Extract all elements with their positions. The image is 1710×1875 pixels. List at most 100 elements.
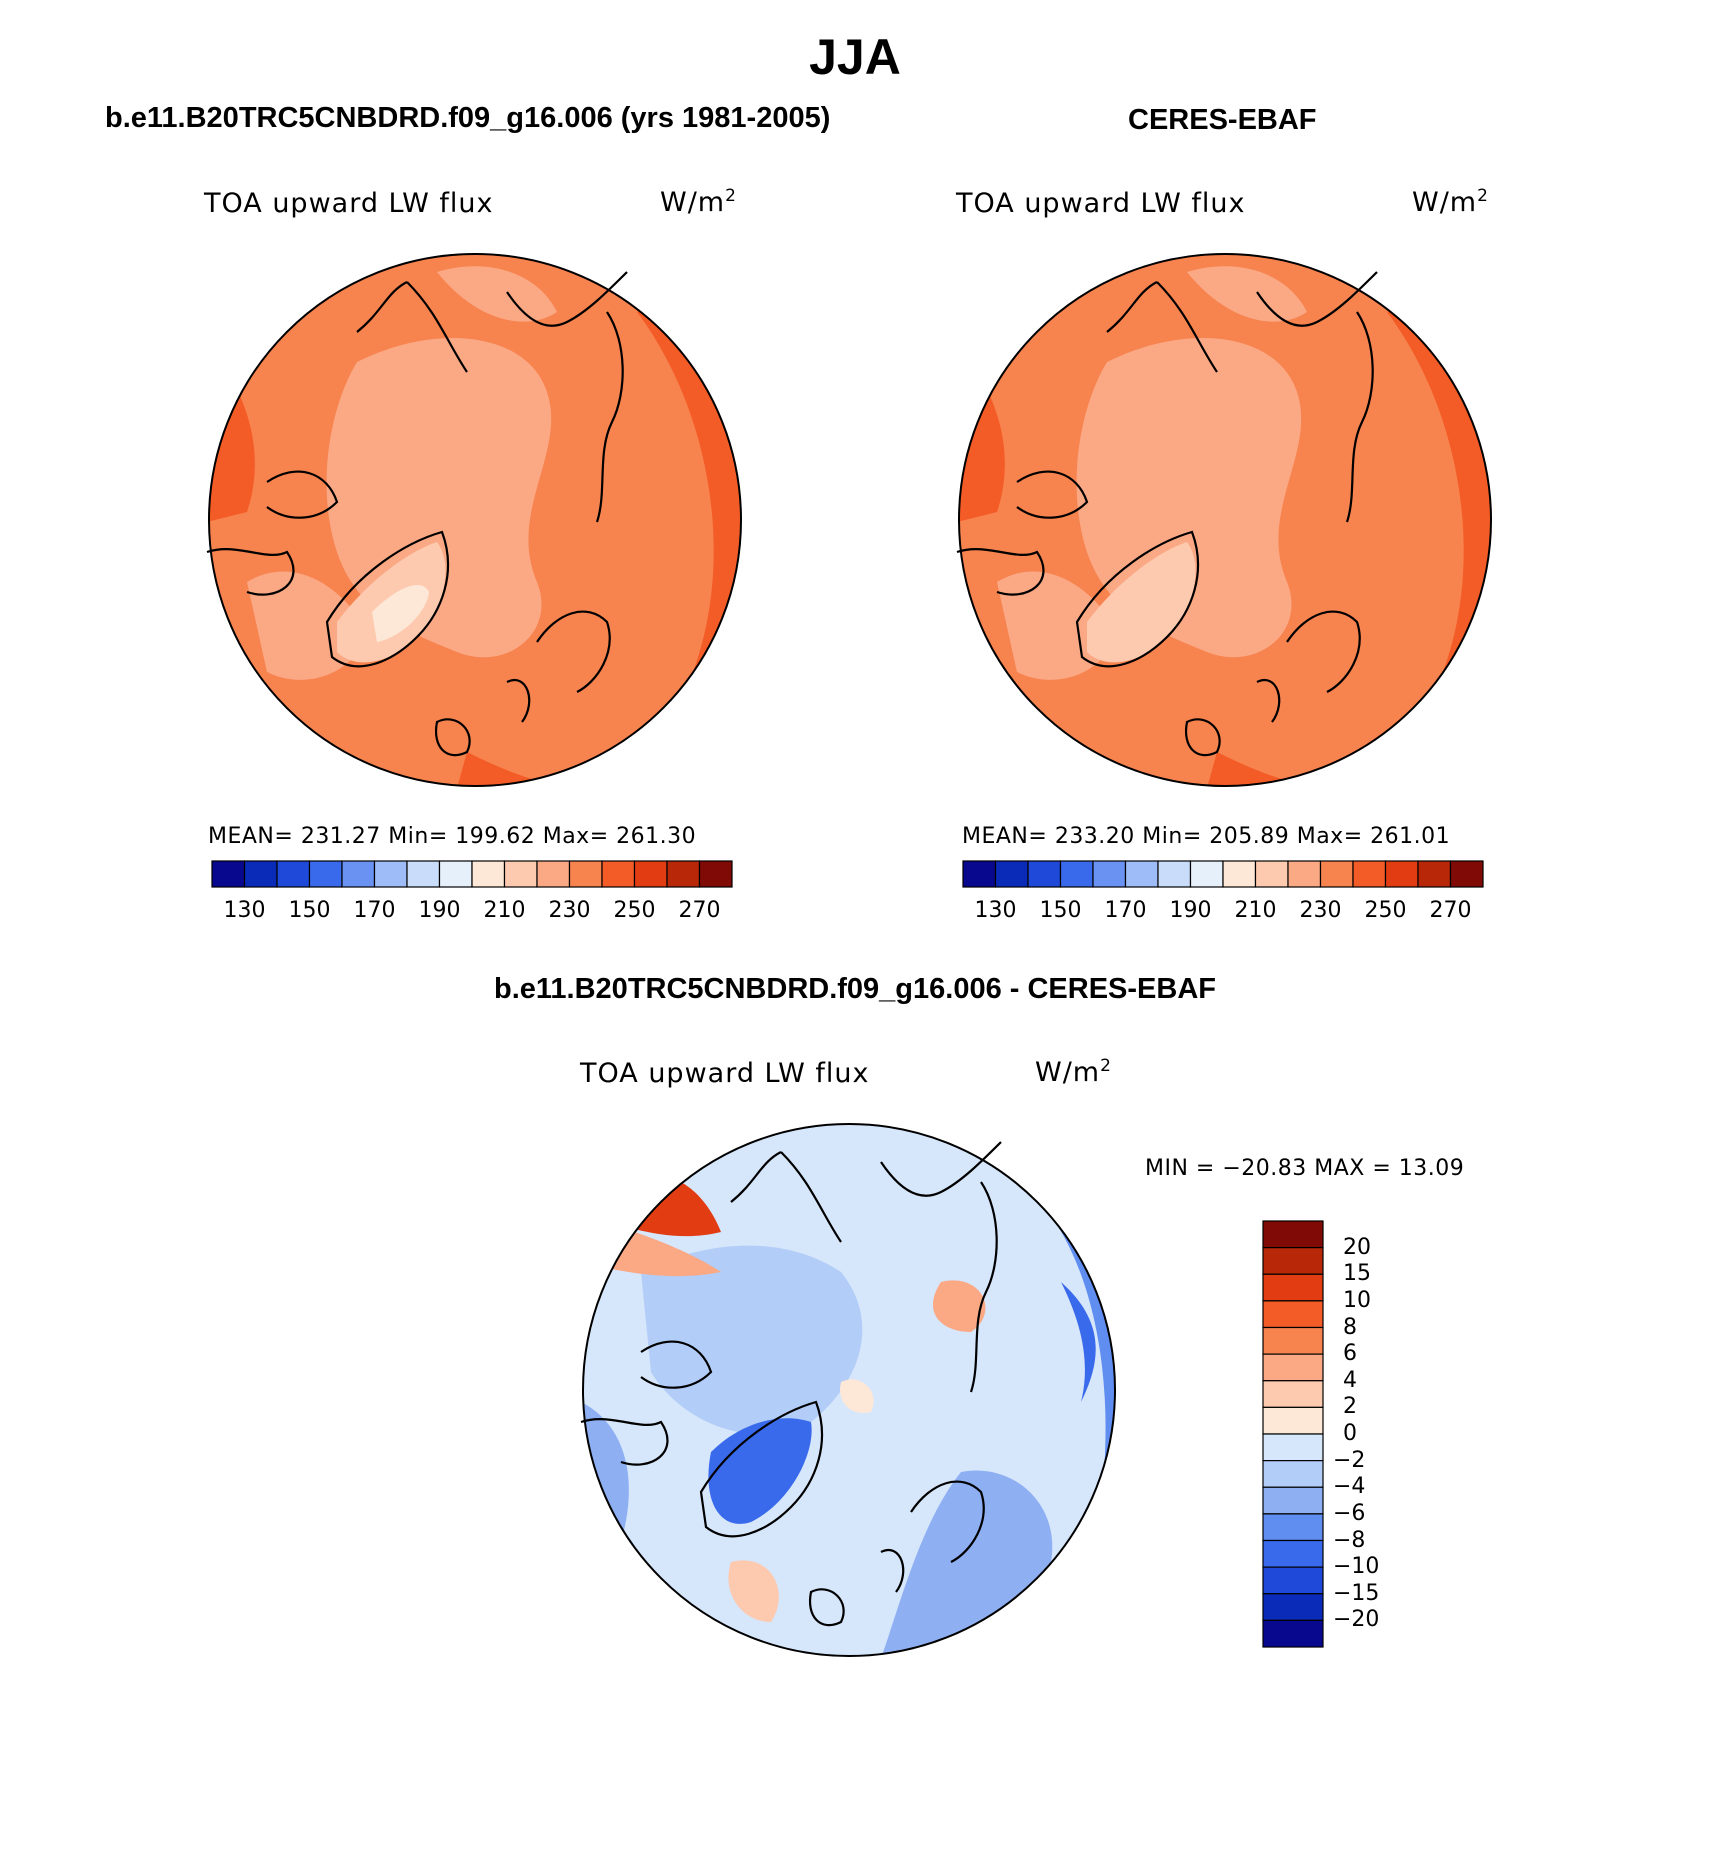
colorbar-swatch: [633, 860, 668, 888]
colorbar-tick-label: 230: [1299, 898, 1342, 923]
colorbar-tick-label: 190: [418, 898, 461, 923]
colorbar-tick-label: 170: [1104, 898, 1147, 923]
colorbar-tick-label: 150: [1039, 898, 1082, 923]
colorbar-swatch: [308, 860, 343, 888]
colorbar-swatch: [1262, 1353, 1324, 1382]
map-border: [958, 253, 1492, 787]
colorbar-swatch: [1319, 860, 1354, 888]
colorbar-tick-label: 250: [1364, 898, 1407, 923]
colorbar-tick-label: 270: [1429, 898, 1472, 923]
colorbar-swatch: [243, 860, 278, 888]
colorbar-swatch: [536, 860, 571, 888]
colorbar-swatch: [1262, 1513, 1324, 1542]
panel3-variable-label: TOA upward LW flux: [580, 1058, 870, 1089]
colorbar-swatch: [1189, 860, 1224, 888]
panel2-units-exponent: 2: [1477, 186, 1489, 206]
colorbar-swatch: [471, 860, 506, 888]
colorbar-swatch: [601, 860, 636, 888]
colorbar-tick-label: 4: [1343, 1367, 1357, 1393]
map-border: [582, 1123, 1116, 1657]
colorbar-tick-label: 6: [1343, 1341, 1357, 1367]
colorbar-tick-label: 170: [353, 898, 396, 923]
colorbar-tick-label: 210: [1234, 898, 1277, 923]
map-border: [208, 253, 742, 787]
colorbar-swatch: [341, 860, 376, 888]
colorbar-tick-label: 130: [974, 898, 1017, 923]
colorbar-swatch: [1449, 860, 1484, 888]
panel3-stats: MIN = −20.83 MAX = 13.09: [1145, 1156, 1465, 1181]
colorbar-swatch: [962, 860, 997, 888]
colorbar-swatch: [406, 860, 441, 888]
colorbar-tick-label: 10: [1343, 1287, 1371, 1313]
colorbar-swatch: [1262, 1433, 1324, 1462]
colorbar-swatch: [503, 860, 538, 888]
colorbar-tick-label: −10: [1333, 1554, 1380, 1580]
colorbar-swatch: [1262, 1460, 1324, 1488]
field-layer: [209, 254, 741, 786]
colorbar-tick-label: 15: [1343, 1261, 1371, 1287]
panel2-colorbar: [962, 860, 1484, 888]
colorbar-swatch: [1352, 860, 1387, 888]
panel3-title: b.e11.B20TRC5CNBDRD.f09_g16.006 - CERES-…: [494, 973, 1216, 1005]
colorbar-swatch: [1262, 1326, 1324, 1355]
panel3-colorbar-ticks: 20 15 10 8 6 4 2 0 −2 −4 −6 −8 −10 −15 −20: [1333, 1221, 1433, 1649]
colorbar-swatch: [1262, 1593, 1324, 1621]
colorbar-swatch: [1092, 860, 1127, 888]
colorbar-swatch: [1262, 1300, 1324, 1329]
panel1-units-base: W/m: [660, 187, 726, 218]
colorbar-swatch: [373, 860, 408, 888]
colorbar-swatch: [1262, 1380, 1324, 1408]
panel3-units-label: W/m2: [1035, 1056, 1112, 1088]
colorbar-tick-label: 20: [1343, 1234, 1371, 1260]
panel3-colorbar: [1262, 1220, 1324, 1648]
colorbar-tick-label: 2: [1343, 1394, 1357, 1420]
colorbar-swatch: [1157, 860, 1192, 888]
colorbar-swatch: [1262, 1273, 1324, 1302]
colorbar-swatch: [1262, 1486, 1324, 1515]
colorbar-swatch: [568, 860, 603, 888]
panel2-stats: MEAN= 233.20 Min= 205.89 Max= 261.01: [962, 824, 1451, 849]
colorbar-tick-label: −8: [1333, 1527, 1366, 1553]
panel3-units-base: W/m: [1035, 1057, 1101, 1088]
panel2-variable-label: TOA upward LW flux: [956, 188, 1246, 219]
colorbar-swatch: [438, 860, 473, 888]
panel2-units-base: W/m: [1412, 187, 1478, 218]
colorbar-swatch: [276, 860, 311, 888]
colorbar-tick-label: 250: [613, 898, 656, 923]
colorbar-swatch: [1262, 1539, 1324, 1568]
colorbar-swatch: [211, 860, 246, 888]
panel1-stats: MEAN= 231.27 Min= 199.62 Max= 261.30: [208, 824, 697, 849]
panel3-polar-map: [580, 1123, 1116, 1657]
colorbar-swatch: [666, 860, 701, 888]
panel1-title: b.e11.B20TRC5CNBDRD.f09_g16.006 (yrs 198…: [105, 102, 831, 134]
figure-title: JJA: [809, 29, 901, 85]
panel2-colorbar-ticks: 130 150 170 190 210 230 250 270: [963, 898, 1483, 928]
colorbar-tick-label: −4: [1333, 1474, 1366, 1500]
colorbar-swatch: [1254, 860, 1289, 888]
colorbar-tick-label: 190: [1169, 898, 1212, 923]
field-layer: [959, 254, 1491, 786]
panel1-units-exponent: 2: [725, 186, 737, 206]
colorbar-swatch: [1262, 1247, 1324, 1275]
colorbar-swatch: [1027, 860, 1062, 888]
panel1-variable-label: TOA upward LW flux: [204, 188, 494, 219]
colorbar-tick-label: 230: [548, 898, 591, 923]
colorbar-tick-label: −6: [1333, 1500, 1366, 1526]
colorbar-swatch: [1222, 860, 1257, 888]
colorbar-swatch: [1262, 1566, 1324, 1595]
panel2-polar-map: [956, 253, 1492, 787]
coastlines: [206, 271, 628, 757]
panel1-polar-map: [206, 253, 742, 787]
colorbar-swatch: [1262, 1406, 1324, 1435]
colorbar-swatch: [1262, 1220, 1324, 1249]
colorbar-tick-label: 0: [1343, 1421, 1357, 1446]
colorbar-tick-label: −15: [1333, 1580, 1380, 1606]
colorbar-swatch: [1384, 860, 1419, 888]
colorbar-swatch: [1262, 1619, 1324, 1648]
coastlines: [580, 1141, 1002, 1627]
panel2-units-label: W/m2: [1412, 186, 1489, 218]
colorbar-swatch: [1124, 860, 1159, 888]
panel1-colorbar-ticks: 130 150 170 190 210 230 250 270: [212, 898, 732, 928]
colorbar-tick-label: 8: [1343, 1314, 1357, 1340]
panel1-colorbar: [211, 860, 733, 888]
